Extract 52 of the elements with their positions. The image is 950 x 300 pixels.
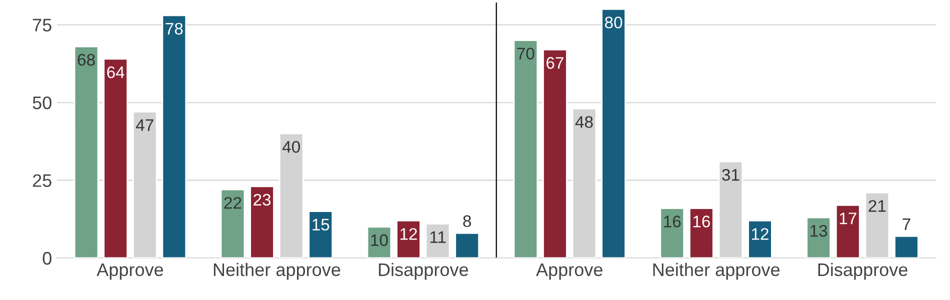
data-label: 31 xyxy=(722,168,740,181)
bar xyxy=(689,208,714,258)
bar xyxy=(542,48,568,258)
data-label: 11 xyxy=(430,231,446,243)
bar xyxy=(601,8,626,258)
bar xyxy=(513,40,538,258)
x-tick-label: Neither approve xyxy=(653,262,780,280)
data-label: 48 xyxy=(575,116,593,128)
data-label: 21 xyxy=(868,200,886,212)
data-label: 17 xyxy=(840,212,856,224)
data-label: 12 xyxy=(752,228,768,240)
data-label: 80 xyxy=(604,16,622,28)
data-label: 12 xyxy=(400,228,417,240)
y-tick-label: 25 xyxy=(32,174,52,187)
bar xyxy=(162,14,187,258)
bar xyxy=(103,58,128,258)
x-tick-label: Disapprove xyxy=(378,262,468,280)
data-label: 40 xyxy=(282,140,300,153)
bar xyxy=(220,188,246,258)
data-label: 23 xyxy=(254,194,271,206)
x-tick-label: Approve xyxy=(536,264,602,280)
bar xyxy=(894,236,919,258)
data-label: 78 xyxy=(166,22,183,35)
y-tick-label: 75 xyxy=(32,18,52,32)
bar xyxy=(748,220,772,258)
bar xyxy=(250,186,274,258)
data-label: 7 xyxy=(902,218,910,230)
data-label: 15 xyxy=(312,218,330,231)
data-label: 8 xyxy=(463,215,471,228)
y-tick-label: 50 xyxy=(32,96,52,110)
bar xyxy=(454,232,480,258)
bar xyxy=(366,226,392,258)
bar xyxy=(835,204,860,258)
data-label: 68 xyxy=(78,54,95,66)
x-tick-label: Approve xyxy=(96,264,164,280)
data-label: 16 xyxy=(664,216,681,228)
data-label: 10 xyxy=(371,234,388,246)
data-label: 22 xyxy=(224,196,242,209)
x-tick-label: Neither approve xyxy=(214,262,340,280)
bar xyxy=(396,220,421,258)
y-tick-label: 0 xyxy=(42,252,52,265)
data-label: 13 xyxy=(810,224,828,237)
x-tick-label: Disapprove xyxy=(818,262,908,280)
bar xyxy=(660,208,685,258)
data-label: 64 xyxy=(107,66,124,78)
bar xyxy=(308,210,334,258)
bar xyxy=(74,46,99,258)
data-label: 47 xyxy=(136,119,154,131)
bar xyxy=(806,216,831,258)
data-label: 67 xyxy=(546,57,564,69)
data-label: 16 xyxy=(693,216,710,228)
data-label: 70 xyxy=(517,48,534,60)
